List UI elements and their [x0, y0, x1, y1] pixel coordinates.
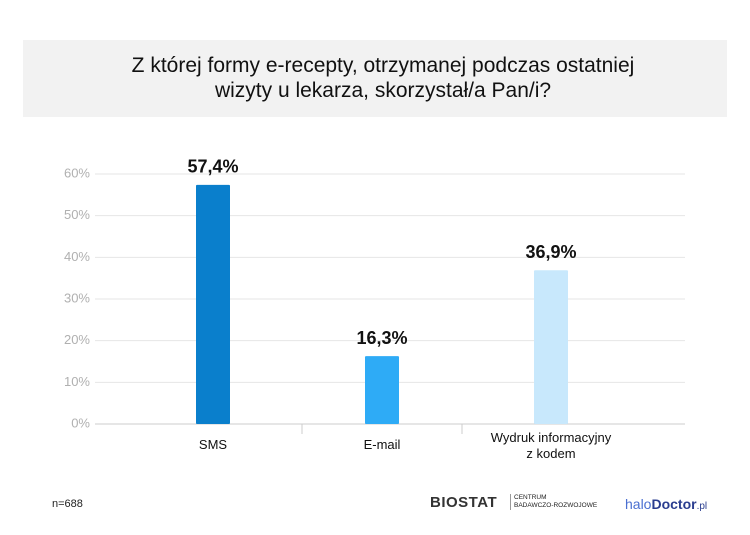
- y-tick-label: 50%: [64, 207, 90, 222]
- title-box: Z której formy e-recepty, otrzymanej pod…: [23, 40, 727, 117]
- logo-part: halo: [625, 496, 652, 512]
- y-tick-label: 10%: [64, 374, 90, 389]
- y-tick-label: 40%: [64, 249, 90, 264]
- logo-part: Doctor: [651, 496, 697, 512]
- y-tick-label: 20%: [64, 332, 90, 347]
- logo-biostat-sub: CENTRUM BADAWCZO-ROZWOJOWE: [510, 494, 597, 510]
- logo-biostat: BIOSTAT: [430, 494, 498, 511]
- value-label: 16,3%: [356, 328, 407, 348]
- y-tick-label: 30%: [64, 290, 90, 305]
- x-tick-label: SMS: [198, 437, 228, 452]
- x-tick-label: Wydruk informacyjny z kodem: [490, 430, 612, 461]
- bar: [196, 184, 230, 424]
- value-label: 36,9%: [525, 242, 576, 262]
- bar: [365, 356, 399, 424]
- x-tick-label: E-mail: [363, 437, 401, 452]
- logo-line: CENTRUM: [514, 494, 547, 501]
- logo-part: .pl: [696, 501, 708, 512]
- sample-size: n=688: [52, 498, 83, 510]
- y-tick-label: 60%: [64, 165, 90, 180]
- bar: [534, 270, 568, 424]
- logo-halodoctor: haloDoctor.pl: [625, 496, 707, 512]
- value-label: 57,4%: [187, 157, 238, 177]
- logo-line: BADAWCZO-ROZWOJOWE: [514, 502, 598, 509]
- chart-title: Z której formy e-recepty, otrzymanej pod…: [131, 54, 635, 102]
- y-tick-label: 0%: [71, 415, 90, 430]
